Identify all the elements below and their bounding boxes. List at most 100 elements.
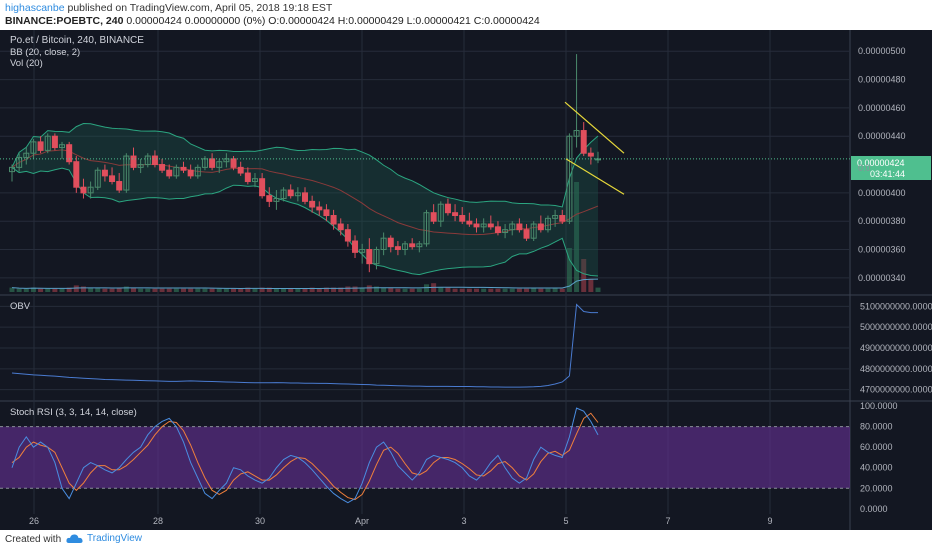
- volume-bar: [402, 288, 408, 292]
- y-tick-label: 0.00000380: [858, 216, 906, 226]
- symbol-line: BINANCE:POEBTC, 240 0.00000424 0.0000000…: [5, 15, 540, 27]
- volume-bar: [138, 288, 144, 292]
- candle-body: [473, 223, 480, 228]
- volume-bar: [173, 288, 179, 292]
- candle-body: [402, 243, 409, 251]
- candle-body: [523, 229, 530, 239]
- volume-bar: [16, 288, 22, 292]
- volume-bar: [552, 287, 558, 292]
- volume-bar: [23, 288, 29, 292]
- volume-bar: [481, 288, 487, 292]
- candle-body: [587, 152, 594, 157]
- y-tick-label: 60.0000: [860, 442, 893, 452]
- candle-body: [566, 135, 573, 222]
- candle-body: [16, 156, 23, 168]
- volume-bar: [574, 182, 580, 292]
- volume-bar: [273, 288, 279, 292]
- candle-body: [580, 130, 587, 154]
- volume-bar: [145, 288, 151, 292]
- stoch-band: [0, 426, 850, 489]
- volume-bar: [116, 287, 122, 292]
- candle-body: [166, 169, 173, 177]
- volume-bar: [474, 288, 480, 292]
- candle-body: [23, 152, 30, 158]
- volume-bar: [231, 288, 237, 292]
- candle-body: [323, 209, 330, 217]
- volume-bar: [181, 288, 187, 292]
- volume-bar: [202, 288, 208, 292]
- candle-body: [537, 223, 544, 231]
- candle-body: [94, 169, 101, 188]
- candle-body: [194, 166, 201, 177]
- axes: 26 28 30 Apr 3 5 7 90.000003400.000003600.00000…: [29, 46, 932, 526]
- candle-body: [130, 155, 137, 168]
- volume-bar: [188, 288, 194, 292]
- volume-bar: [338, 287, 344, 292]
- candle-body: [187, 169, 194, 177]
- volume-bar: [509, 288, 515, 292]
- candle-body: [237, 166, 244, 174]
- candle-body: [437, 203, 444, 222]
- y-tick-label: 0.00000460: [858, 103, 906, 113]
- volume-bar: [488, 288, 494, 292]
- candle-body: [51, 135, 58, 149]
- candle-body: [266, 195, 273, 202]
- candle-body: [394, 246, 401, 251]
- candle-body: [209, 158, 216, 168]
- y-tick-label: 0.00000440: [858, 131, 906, 141]
- candle-body: [37, 141, 44, 151]
- symbol-label: BINANCE:POEBTC, 240: [5, 15, 124, 27]
- volume-bar: [102, 288, 108, 292]
- volume-bar: [159, 288, 165, 292]
- candle-body: [8, 166, 16, 173]
- candle-body: [516, 223, 523, 231]
- candle-body: [309, 200, 316, 208]
- stoch-rsi-pane: [0, 407, 850, 504]
- candle-body: [502, 229, 509, 234]
- volume-bar: [38, 288, 44, 292]
- chart-area[interactable]: 26 28 30 Apr 3 5 7 9 0.00000340 0.00000360 0.00000…: [0, 30, 932, 530]
- candle-body: [230, 158, 237, 168]
- price-badge-value: 0.00000424: [857, 158, 905, 168]
- volume-bar: [88, 287, 94, 292]
- author-link[interactable]: highascanbe: [5, 2, 65, 14]
- y-tick-label: 0.00000340: [858, 273, 906, 283]
- candle-body: [423, 212, 430, 245]
- volume-bar: [323, 287, 329, 292]
- candle-body: [552, 215, 559, 219]
- volume-bar: [123, 286, 129, 292]
- y-tick-label: 80.0000: [860, 422, 893, 432]
- x-tick-label: 26: [29, 516, 39, 526]
- volume-bar: [223, 288, 229, 292]
- candle-body: [109, 175, 116, 183]
- volume-bar: [130, 287, 136, 292]
- y-tick-label: 20.0000: [860, 483, 893, 493]
- candle-body: [223, 158, 230, 163]
- volume-bar: [524, 288, 530, 292]
- volume-bar: [216, 288, 222, 292]
- candle-body: [80, 186, 87, 194]
- volume-bar: [566, 248, 572, 292]
- candle-body: [373, 249, 380, 265]
- volume-bar: [52, 288, 58, 292]
- volume-bar: [459, 288, 465, 292]
- volume-bar: [9, 287, 15, 292]
- y-tick-label: 0.00000360: [858, 245, 906, 255]
- candle-body: [366, 249, 373, 265]
- candle-body: [101, 169, 108, 177]
- candle-body: [387, 237, 394, 248]
- candle-body: [173, 166, 180, 177]
- candle-body: [316, 206, 323, 211]
- volume-bar: [316, 288, 322, 292]
- volume-bar: [245, 287, 251, 292]
- volume-bar: [388, 287, 394, 292]
- publish-header: highascanbe published on TradingView.com…: [0, 0, 932, 30]
- candle-body: [59, 144, 66, 149]
- candle-body: [87, 186, 94, 194]
- tradingview-logo[interactable]: TradingView: [66, 533, 142, 544]
- candle-body: [73, 161, 80, 188]
- volume-bar: [281, 288, 287, 292]
- obv-legend: OBV: [10, 301, 31, 312]
- volume-bar: [395, 288, 401, 292]
- chart-svg[interactable]: 26 28 30 Apr 3 5 7 90.000003400.000003600.00000…: [0, 30, 932, 530]
